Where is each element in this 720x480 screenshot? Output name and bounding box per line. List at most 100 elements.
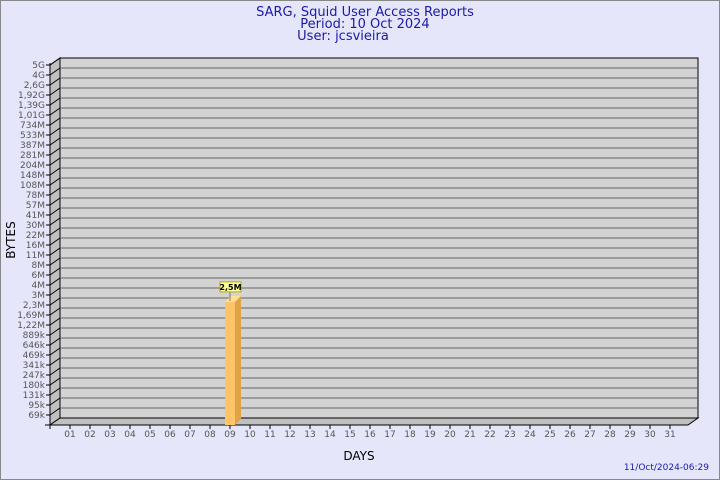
x-tick-label: 25 (544, 430, 555, 440)
y-tick-label: 11M (26, 251, 45, 261)
plot-floor (48, 417, 700, 426)
y-tick-label: 387M (20, 141, 45, 151)
y-tick-diag (49, 197, 61, 206)
y-tick-diag (49, 97, 61, 106)
y-tick-diag (49, 377, 61, 386)
y-tick-diag (49, 237, 61, 246)
y-tick-diag (49, 317, 61, 326)
data-label-box (219, 281, 242, 293)
x-tick-label: 24 (524, 430, 536, 440)
x-tick-label: 11 (264, 430, 275, 440)
y-tick-label: 469k (23, 351, 46, 361)
x-tick-label: 07 (184, 430, 195, 440)
y-tick-diag (49, 397, 61, 406)
y-tick-diag (49, 287, 61, 296)
y-tick-diag (49, 67, 61, 76)
bar-front (225, 301, 235, 425)
y-tick-diag (49, 157, 61, 166)
y-tick-label: 4M (32, 281, 46, 291)
x-tick-label: 09 (224, 430, 236, 440)
y-tick-diag (49, 57, 61, 66)
y-tick-label: 22M (26, 231, 45, 241)
x-tick-label: 23 (504, 430, 515, 440)
y-tick-diag (49, 337, 61, 346)
y-tick-label: 533M (20, 131, 45, 141)
y-tick-label: 204M (20, 161, 45, 171)
x-tick-label: 27 (584, 430, 595, 440)
chart-user: User: jcsvieira (297, 29, 389, 44)
x-tick-label: 22 (484, 430, 495, 440)
y-tick-label: 734M (20, 121, 45, 131)
y-tick-label: 281M (20, 151, 45, 161)
y-tick-diag (49, 257, 61, 266)
y-tick-label: 1,69M (17, 311, 45, 321)
x-tick-label: 15 (344, 430, 355, 440)
y-tick-diag (49, 217, 61, 226)
x-axis-label: DAYS (343, 449, 374, 463)
y-tick-diag (49, 357, 61, 366)
y-axis-label: BYTES (4, 221, 18, 258)
y-tick-diag (49, 277, 61, 286)
y-tick-diag (49, 147, 61, 156)
y-tick-label: 5G (32, 61, 45, 71)
x-tick-label: 16 (364, 430, 376, 440)
data-label: 2,5M (219, 283, 241, 292)
bar-top (225, 295, 241, 302)
y-tick-diag (49, 127, 61, 136)
x-tick-label: 08 (204, 430, 216, 440)
x-tick-label: 31 (664, 430, 675, 440)
x-tick-label: 02 (84, 430, 95, 440)
y-tick-diag (49, 307, 61, 316)
y-tick-label: 889k (23, 331, 46, 341)
x-tick-label: 10 (244, 430, 256, 440)
y-tick-label: 1,01G (18, 111, 45, 121)
y-tick-label: 148M (20, 171, 45, 181)
x-tick-label: 29 (624, 430, 636, 440)
x-tick-label: 20 (444, 430, 456, 440)
x-tick-label: 17 (384, 430, 395, 440)
timestamp: 11/Oct/2024-06:29 (624, 463, 709, 473)
y-tick-label: 131k (23, 391, 46, 401)
x-tick-label: 28 (604, 430, 616, 440)
x-tick-label: 06 (164, 430, 176, 440)
y-tick-diag (49, 347, 61, 356)
y-tick-label: 1,22M (17, 321, 45, 331)
x-tick-label: 14 (324, 430, 336, 440)
x-tick-label: 21 (464, 430, 475, 440)
y-tick-diag (49, 167, 61, 176)
y-tick-label: 1,39G (18, 101, 45, 111)
x-tick-label: 18 (404, 430, 416, 440)
y-tick-label: 78M (26, 191, 45, 201)
y-tick-diag (49, 177, 61, 186)
y-tick-label: 30M (26, 221, 45, 231)
y-tick-diag (49, 227, 61, 236)
y-tick-label: 69k (28, 411, 45, 421)
x-tick-label: 30 (644, 430, 656, 440)
y-tick-diag (49, 367, 61, 376)
y-tick-label: 2,6G (24, 81, 45, 91)
y-tick-label: 341k (23, 361, 46, 371)
y-tick-diag (49, 297, 61, 306)
y-tick-label: 8M (32, 261, 46, 271)
y-tick-label: 1,92G (18, 91, 45, 101)
x-tick-label: 03 (104, 430, 115, 440)
bar-side (235, 295, 241, 425)
y-tick-label: 4G (32, 71, 45, 81)
y-tick-diag (49, 267, 61, 276)
y-tick-diag (49, 117, 61, 126)
y-tick-label: 41M (26, 211, 45, 221)
y-tick-label: 2,3M (23, 301, 45, 311)
y-tick-diag (49, 407, 61, 416)
x-tick-label: 26 (564, 430, 576, 440)
y-tick-diag (49, 207, 61, 216)
y-tick-diag (49, 77, 61, 86)
x-tick-label: 04 (124, 430, 136, 440)
y-tick-label: 57M (26, 201, 45, 211)
x-tick-label: 05 (144, 430, 155, 440)
y-tick-label: 3M (32, 291, 46, 301)
chart-title: SARG, Squid User Access Reports (256, 5, 474, 20)
x-tick-label: 01 (64, 430, 75, 440)
y-tick-label: 108M (20, 181, 45, 191)
y-tick-label: 6M (32, 271, 46, 281)
